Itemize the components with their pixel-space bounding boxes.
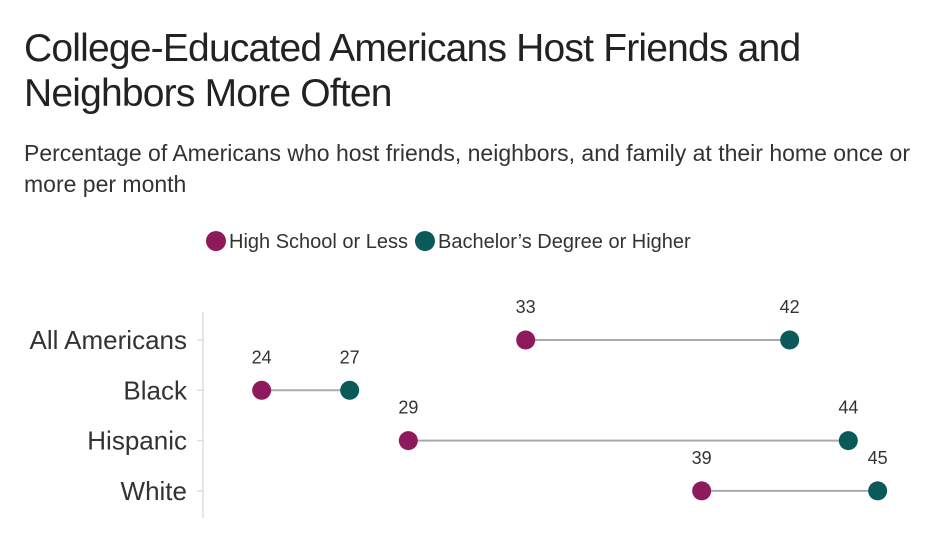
data-label: 33 [516, 297, 536, 317]
legend-marker [414, 231, 435, 251]
data-label: 24 [252, 347, 272, 367]
data-label: 44 [838, 398, 858, 418]
data-label: 45 [868, 448, 888, 468]
data-point [868, 481, 888, 501]
data-point [780, 330, 800, 350]
chart-subtitle: Percentage of Americans who host friends… [24, 140, 910, 197]
data-point [838, 431, 858, 451]
legend-marker [206, 231, 226, 251]
category-label: Black [123, 375, 188, 405]
category-label: White [121, 476, 187, 506]
legend-label: High School or Less [229, 231, 408, 253]
data-point [516, 330, 536, 350]
data-point [252, 380, 272, 400]
data-label: 27 [340, 347, 360, 367]
category-label: All Americans [30, 325, 188, 355]
chart-title: College-Educated Americans Host Friends … [24, 27, 801, 115]
data-label: 29 [398, 398, 418, 418]
legend-label: Bachelor’s Degree or Higher [438, 231, 691, 253]
data-point [398, 431, 418, 451]
data-point [692, 481, 712, 501]
data-label: 39 [692, 448, 712, 468]
category-label: Hispanic [87, 426, 187, 456]
data-point [340, 380, 360, 400]
data-label: 42 [780, 297, 800, 317]
